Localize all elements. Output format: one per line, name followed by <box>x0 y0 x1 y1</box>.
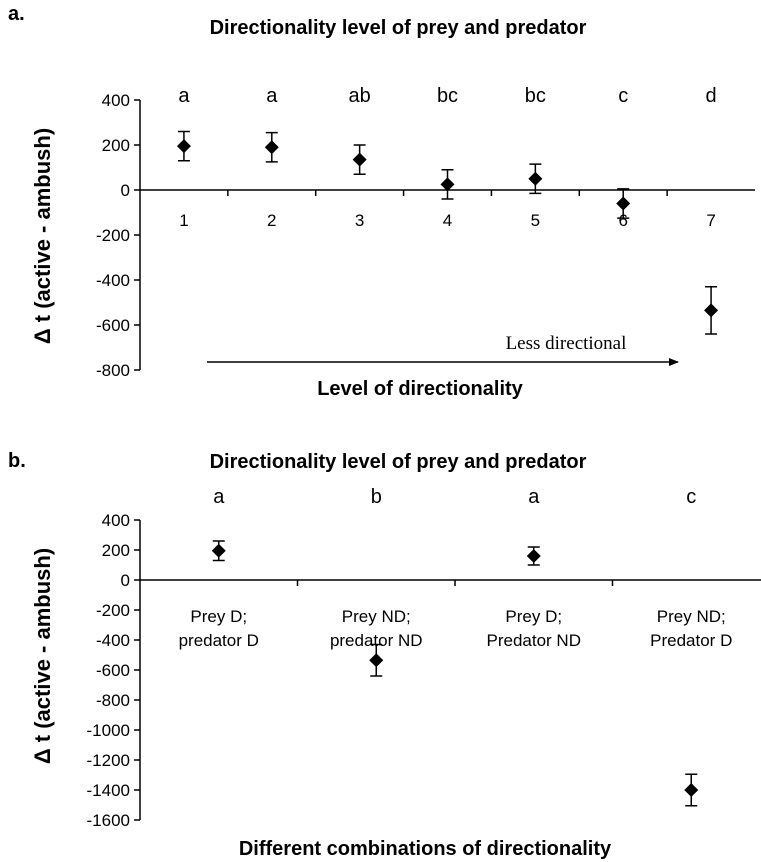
panel-b-category-label: Prey D; <box>190 607 247 626</box>
panel-a-y-axis-label: Δ t (active - ambush) <box>30 128 55 344</box>
panel-a-data-point <box>704 303 719 318</box>
panel-a-y-tick-label: -800 <box>96 361 130 380</box>
panel-a-data-point <box>440 177 455 192</box>
panel-a-y-tick-label: -200 <box>96 226 130 245</box>
panel-a-category-label: 7 <box>706 211 715 230</box>
panel-b-y-tick-label: 200 <box>102 541 130 560</box>
panel-a-data-point <box>528 171 543 186</box>
panel-a-significance-letter: d <box>706 85 717 107</box>
panel-a-significance-letter: ab <box>349 85 371 107</box>
panel-a-significance-letter: c <box>618 85 628 107</box>
panel-b-category-label: Prey ND; <box>342 607 411 626</box>
panel-b-category-label: predator ND <box>330 631 423 650</box>
panel-b-category-label: Predator D <box>650 631 732 650</box>
panel-b-y-tick-label: -400 <box>96 631 130 650</box>
panel-a-y-tick-label: -600 <box>96 316 130 335</box>
panel-b-significance-letter: a <box>528 486 540 508</box>
panel-a-significance-letter: bc <box>525 85 546 107</box>
panel-a-significance-letter: bc <box>437 85 458 107</box>
panel-a-category-label: 6 <box>618 211 627 230</box>
panel-b-data-point <box>211 543 226 558</box>
panel-b-y-tick-label: -1400 <box>87 781 130 800</box>
panel-b-y-tick-label: -800 <box>96 691 130 710</box>
panel-b-plot: 400 200 0 -200 -400 -600 -800 -1000 -1200 -1400 -1… <box>87 486 761 830</box>
panel-a-title: Directionality level of prey and predato… <box>210 17 587 39</box>
panel-a-label: a. <box>8 3 25 25</box>
panel-a-data-point <box>176 139 191 154</box>
panel-b-significance-letter: b <box>371 486 382 508</box>
panel-a-y-tick-label: 200 <box>102 136 130 155</box>
panel-b-significance-letter: a <box>213 486 225 508</box>
panel-a-y-tick-label: -400 <box>96 271 130 290</box>
panel-a-y-tick-label: 0 <box>121 181 130 200</box>
panel-b: b. Directionality level of prey and pred… <box>8 450 761 860</box>
panel-b-y-tick-label: -600 <box>96 661 130 680</box>
panel-a-category-label: 1 <box>179 211 188 230</box>
panel-a-category-label: 5 <box>531 211 540 230</box>
panel-b-x-axis-label: Different combinations of directionality <box>239 838 612 860</box>
panel-a-category-label: 4 <box>443 211 452 230</box>
panel-b-y-tick-label: -1200 <box>87 751 130 770</box>
panel-a-data-point <box>616 196 631 211</box>
panel-a: a. Directionality level of prey and pred… <box>8 3 755 400</box>
panel-b-category-label: Predator ND <box>487 631 581 650</box>
panel-a-significance-letter: a <box>266 85 278 107</box>
panel-a-category-label: 2 <box>267 211 276 230</box>
panel-a-data-point <box>352 152 367 167</box>
panel-b-significance-letter: c <box>686 486 696 508</box>
panel-b-y-tick-label: -200 <box>96 601 130 620</box>
panel-a-x-axis-label: Level of directionality <box>317 378 523 400</box>
panel-b-category-label: Prey D; <box>505 607 562 626</box>
panel-a-data-point <box>264 140 279 155</box>
panel-b-data-point <box>369 653 384 668</box>
panel-a-annotation: Less directional <box>506 333 627 354</box>
panel-b-label: b. <box>8 450 26 472</box>
panel-b-y-tick-label: -1600 <box>87 811 130 830</box>
panel-a-category-label: 3 <box>355 211 364 230</box>
panel-b-data-point <box>684 783 699 797</box>
panel-a-plot: 400 200 0 -200 -400 -600 -800 1 2 3 4 5 6 7 a a ab bc bc c d <box>96 85 755 380</box>
panel-b-category-label: predator D <box>179 631 259 650</box>
panel-a-y-tick-label: 400 <box>102 91 130 110</box>
panel-b-data-point <box>526 549 541 563</box>
panel-a-significance-letter: a <box>178 85 190 107</box>
panel-b-y-tick-label: 0 <box>121 571 130 590</box>
panel-b-category-label: Prey ND; <box>657 607 726 626</box>
panel-b-y-axis-label: Δ t (active - ambush) <box>30 548 55 764</box>
panel-b-y-tick-label: -1000 <box>87 721 130 740</box>
panel-b-title: Directionality level of prey and predato… <box>210 451 587 473</box>
panel-b-y-tick-label: 400 <box>102 511 130 530</box>
